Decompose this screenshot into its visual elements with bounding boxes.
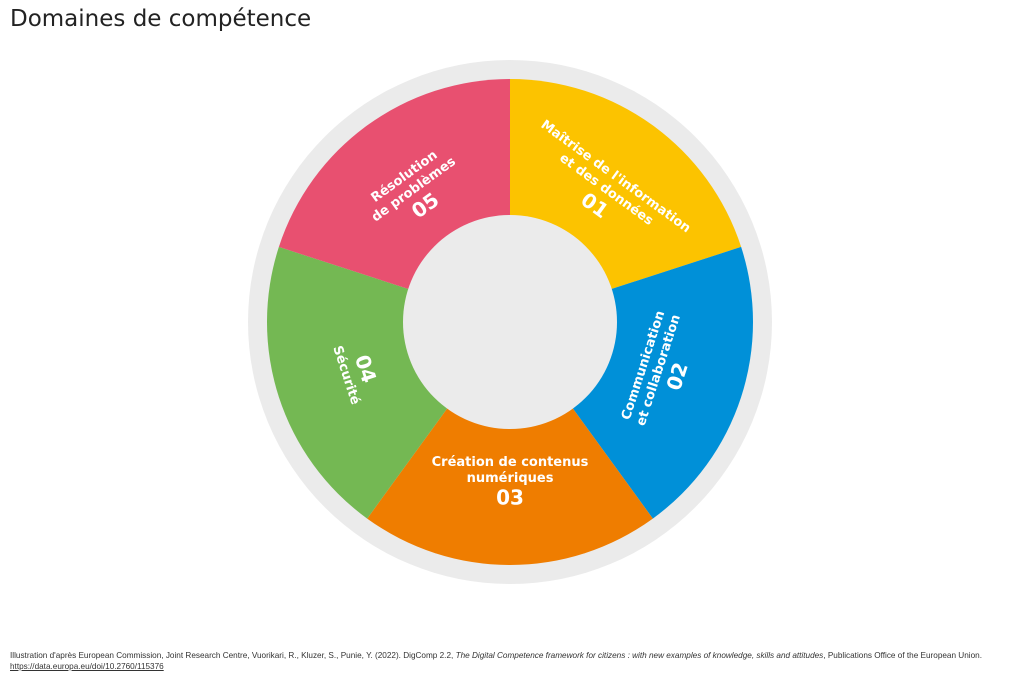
segment-03-label-line-1: Création de contenus bbox=[432, 455, 589, 470]
page-title: Domaines de compétence bbox=[10, 6, 312, 32]
source-prefix: Illustration d'après European Commission… bbox=[10, 651, 456, 660]
source-citation: Illustration d'après European Commission… bbox=[10, 650, 1015, 672]
segment-03-label-line-2: numériques bbox=[467, 471, 554, 486]
source-link[interactable]: https://data.europa.eu/doi/10.2760/11537… bbox=[10, 662, 164, 671]
source-suffix: , Publications Office of the European Un… bbox=[823, 651, 982, 660]
source-title: The Digital Competence framework for cit… bbox=[455, 651, 824, 660]
segment-03-number: 03 bbox=[496, 486, 524, 510]
center-disc bbox=[403, 215, 617, 429]
segment-03 bbox=[367, 322, 653, 565]
